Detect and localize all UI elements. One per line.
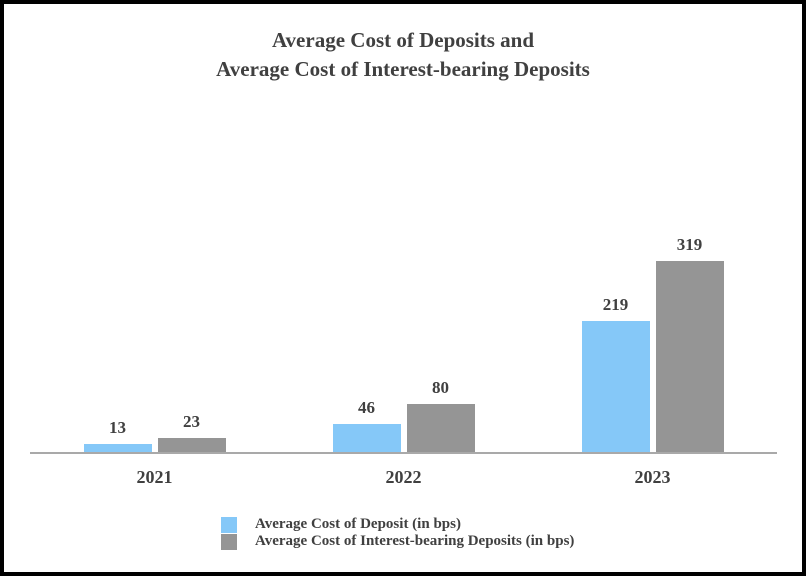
bar-2022-avg-cost-interest-bearing-deposits (406, 404, 475, 452)
bar-column-2022-avg-cost-interest-bearing-deposits: 80 (406, 378, 475, 452)
legend-label-interest-bearing: Average Cost of Interest-bearing Deposit… (255, 533, 575, 549)
bar-column-2023-avg-cost-deposit: 219 (581, 295, 650, 452)
chart-title-line-1: Average Cost of Deposits and (271, 28, 535, 52)
bar-2021-avg-cost-deposit (83, 444, 152, 452)
bar-group-2021: 13 23 (30, 412, 279, 452)
legend-row-interest-bearing: Average Cost of Interest-bearing Deposit… (221, 533, 802, 550)
bar-column-2021-avg-cost-interest-bearing-deposits: 23 (157, 412, 226, 452)
bar-2023-avg-cost-deposit (581, 321, 650, 452)
x-axis-label-2022: 2022 (385, 467, 422, 487)
x-axis-line (30, 452, 777, 454)
x-axis-label-2021: 2021 (136, 467, 173, 487)
bar-value-label: 219 (602, 295, 629, 314)
bar-value-label: 80 (432, 378, 449, 397)
legend-swatch-deposit (221, 516, 237, 533)
x-axis-label-2023: 2023 (634, 467, 671, 487)
legend: Average Cost of Deposit (in bps) Average… (221, 516, 802, 550)
legend-row-deposit: Average Cost of Deposit (in bps) (221, 516, 802, 533)
legend-swatch-interest-bearing (221, 533, 237, 550)
bar-2023-avg-cost-interest-bearing-deposits (655, 261, 724, 452)
bar-groups: 13 23 46 80 219 319 (30, 84, 777, 452)
chart-title-line-2: Average Cost of Interest-bearing Deposit… (216, 57, 590, 81)
bar-group-2023: 219 319 (528, 235, 777, 452)
bar-value-label: 319 (676, 235, 703, 254)
legend-label-deposit: Average Cost of Deposit (in bps) (255, 516, 461, 532)
x-axis-labels: 2021 2022 2023 (30, 467, 777, 488)
bar-column-2022-avg-cost-deposit: 46 (332, 398, 401, 452)
bar-group-2022: 46 80 (279, 378, 528, 452)
bar-value-label: 46 (358, 398, 375, 417)
bar-column-2023-avg-cost-interest-bearing-deposits: 319 (655, 235, 724, 452)
bar-2022-avg-cost-deposit (332, 424, 401, 452)
bar-column-2021-avg-cost-deposit: 13 (83, 418, 152, 452)
bar-2021-avg-cost-interest-bearing-deposits (157, 438, 226, 452)
bar-value-label: 23 (183, 412, 200, 431)
plot-area: 13 23 46 80 219 319 (30, 84, 777, 454)
chart-title: Average Cost of Deposits and Average Cos… (4, 26, 802, 84)
bar-value-label: 13 (109, 418, 126, 437)
